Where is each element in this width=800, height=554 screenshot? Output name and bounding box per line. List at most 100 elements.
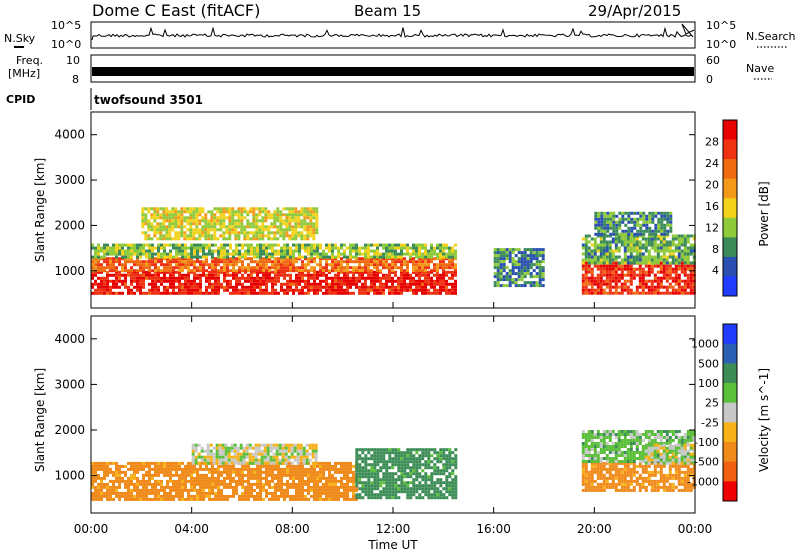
heatmap-cell: [136, 260, 139, 264]
heatmap-cell: [189, 234, 193, 238]
heatmap-cell: [178, 243, 181, 247]
heatmap-cell: [186, 207, 190, 211]
heatmap-cell: [251, 455, 255, 459]
heatmap-cell: [207, 237, 211, 241]
heatmap-cell: [680, 288, 684, 292]
heatmap-cell: [388, 496, 392, 500]
heatmap-cell: [541, 260, 545, 264]
heatmap-cell: [250, 260, 253, 264]
heatmap-cell: [265, 482, 268, 486]
heatmap-cell: [587, 258, 591, 262]
heatmap-cell: [157, 255, 160, 259]
heatmap-cell: [91, 246, 94, 250]
heatmap-cell: [529, 272, 533, 276]
heatmap-cell: [271, 246, 274, 250]
heatmap-cell: [190, 269, 193, 273]
heatmap-cell: [523, 263, 527, 267]
heatmap-cell: [194, 461, 198, 465]
heatmap-cell: [609, 220, 613, 224]
heatmap-cell: [223, 476, 226, 480]
heatmap-cell: [349, 291, 352, 295]
heatmap-cell: [418, 276, 421, 280]
heatmap-cell: [166, 279, 169, 283]
heatmap-cell: [415, 282, 418, 286]
heatmap-cell: [400, 260, 403, 264]
heatmap-cell: [587, 255, 591, 259]
heatmap-cell: [352, 273, 355, 277]
heatmap-cell: [367, 269, 370, 273]
heatmap-cell: [367, 487, 371, 491]
heatmap-cell: [433, 288, 436, 292]
heatmap-cell: [160, 279, 163, 283]
heatmap-cell: [256, 243, 259, 247]
heatmap-cell: [517, 266, 521, 270]
heatmap-cell: [232, 491, 235, 495]
heatmap-cell: [295, 276, 298, 280]
heatmap-cell: [204, 228, 208, 232]
heatmap-cell: [343, 255, 346, 259]
heatmap-cell: [289, 279, 292, 283]
heatmap-cell: [100, 461, 103, 465]
cpid-panel: CPID twofsound 3501: [6, 88, 203, 110]
heatmap-cell: [352, 260, 355, 264]
heatmap-cell: [526, 254, 530, 258]
heatmap-cell: [328, 497, 331, 501]
heatmap-cell: [496, 248, 500, 252]
heatmap-cell: [605, 282, 609, 286]
heatmap-cell: [238, 467, 241, 471]
heatmap-cell: [451, 252, 454, 256]
heatmap-cell: [668, 240, 672, 244]
heatmap-cell: [217, 479, 220, 483]
heatmap-cell: [391, 463, 395, 467]
heatmap-cell: [314, 455, 318, 459]
heatmap-cell: [106, 467, 109, 471]
heatmap-cell: [454, 279, 457, 283]
heatmap-cell: [190, 260, 193, 264]
heatmap-cell: [162, 219, 166, 223]
heatmap-cell: [265, 243, 268, 247]
heatmap-cell: [499, 251, 503, 255]
heatmap-cell: [189, 222, 193, 226]
heatmap-cell: [608, 264, 612, 268]
heatmap-cell: [133, 476, 136, 480]
heatmap-cell: [303, 219, 307, 223]
heatmap-cell: [520, 263, 524, 267]
heatmap-cell: [184, 246, 187, 250]
heatmap-cell: [454, 288, 457, 292]
heatmap-cell: [124, 491, 127, 495]
heatmap-cell: [370, 279, 373, 283]
heatmap-cell: [160, 263, 163, 267]
heatmap-cell: [355, 484, 359, 488]
heatmap-cell: [376, 255, 379, 259]
heatmap-cell: [343, 470, 346, 474]
heatmap-cell: [249, 222, 253, 226]
heatmap-cell: [319, 273, 322, 277]
heatmap-cell: [605, 273, 609, 277]
heatmap-cell: [262, 249, 265, 253]
heatmap-cell: [400, 472, 404, 476]
heatmap-cell: [541, 284, 545, 288]
heatmap-cell: [388, 493, 392, 497]
heatmap-cell: [385, 243, 388, 247]
heatmap-cell: [124, 497, 127, 501]
heatmap-cell: [103, 464, 106, 468]
heatmap-cell: [172, 291, 175, 295]
heatmap-cell: [202, 260, 205, 264]
heatmap-cell: [268, 279, 271, 283]
heatmap-cell: [103, 266, 106, 270]
heatmap-cell: [361, 490, 365, 494]
heatmap-cell: [611, 270, 615, 274]
heatmap-cell: [160, 479, 163, 483]
heatmap-cell: [394, 270, 397, 274]
heatmap-cell: [259, 260, 262, 264]
heatmap-cell: [617, 249, 621, 253]
heatmap-cell: [283, 266, 286, 270]
heatmap-cell: [337, 491, 340, 495]
heatmap-cell: [376, 269, 379, 273]
heatmap-cell: [647, 249, 651, 253]
heatmap-cell: [409, 466, 413, 470]
heatmap-cell: [157, 464, 160, 468]
heatmap-cell: [141, 207, 145, 211]
heatmap-cell: [211, 485, 214, 489]
heatmap-cell: [195, 222, 199, 226]
